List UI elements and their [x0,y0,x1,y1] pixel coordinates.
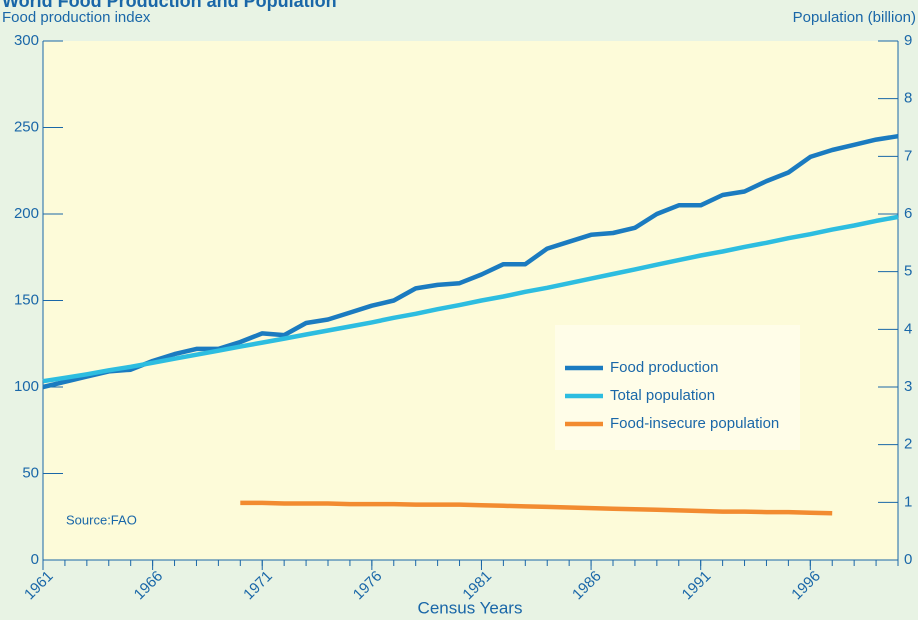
y2-tick-label: 9 [904,32,912,49]
x-axis-label: Census Years [418,598,523,617]
legend-label: Total population [610,387,715,404]
line [42,133,899,390]
y2-tick-label: 4 [904,320,912,337]
y-tick-label: 150 [14,291,39,308]
y-tick-label: 250 [14,118,39,135]
legend-label: Food-insecure population [610,415,779,432]
legend-label: Food production [610,359,718,376]
y2-tick-label: 5 [904,263,912,280]
y2-tick-label: 1 [904,493,912,510]
y-tick-label: 50 [22,464,39,481]
y-axis-label: Food production index [2,9,151,26]
y2-tick-label: 2 [904,436,912,453]
y2-tick-label: 6 [904,205,912,222]
line [42,214,899,384]
annotation: Source:FAO [66,512,137,527]
y2-tick-label: 7 [904,147,912,164]
y2-axis-label: Population (billion) [793,9,916,26]
y-tick-label: 300 [14,32,39,49]
y2-tick-label: 8 [904,90,912,107]
y2-tick-label: 0 [904,551,912,568]
plot-area [43,41,898,560]
y-tick-label: 100 [14,378,39,395]
chart-title: World Food Production and Population [2,0,337,11]
y-tick-label: 0 [31,551,39,568]
legend-box [555,325,800,450]
line [240,500,833,516]
y2-tick-label: 3 [904,378,912,395]
y-tick-label: 200 [14,205,39,222]
